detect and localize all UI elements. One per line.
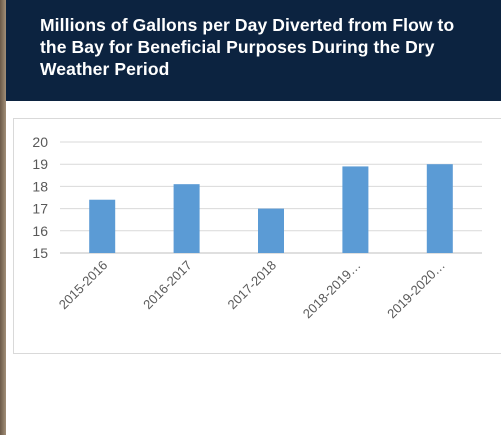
x-category-label: 2018-2019… <box>300 258 364 322</box>
slide-header: Millions of Gallons per Day Diverted fro… <box>6 0 501 101</box>
bar <box>173 184 200 253</box>
chart-title: Millions of Gallons per Day Diverted fro… <box>40 15 455 79</box>
x-axis-labels: 2015-2016 2016-2017 2017-2018 2018-2019… 201… <box>56 258 448 322</box>
y-tick-label: 20 <box>32 134 48 150</box>
x-category-label: 2017-2018 <box>225 258 280 313</box>
bar <box>426 164 453 253</box>
x-category-label: 2016-2017 <box>140 258 195 313</box>
bar <box>258 208 284 253</box>
y-tick-label: 19 <box>32 156 48 172</box>
x-category-label: 2015-2016 <box>56 258 111 313</box>
x-category-label: 2019-2020… <box>384 258 448 322</box>
y-axis-ticks: 15 16 17 18 19 20 <box>32 134 48 261</box>
bar <box>342 166 369 253</box>
y-tick-label: 17 <box>32 201 48 217</box>
bars <box>89 164 453 253</box>
bar <box>89 199 116 253</box>
y-tick-label: 16 <box>32 223 48 239</box>
y-tick-label: 18 <box>32 178 48 194</box>
y-tick-label: 15 <box>32 245 48 261</box>
